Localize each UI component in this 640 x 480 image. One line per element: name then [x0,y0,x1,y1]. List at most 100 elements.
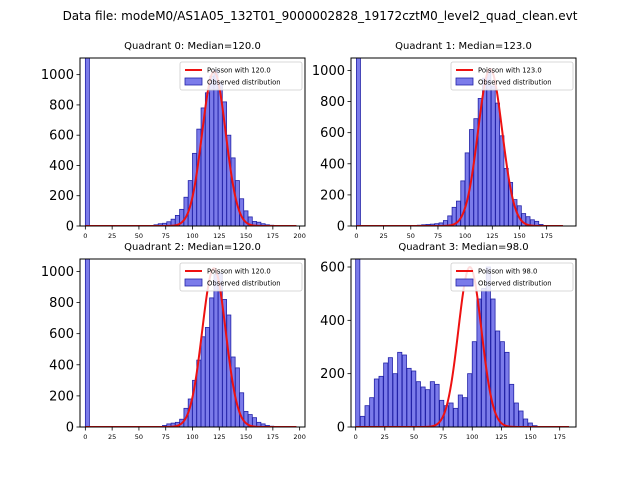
histogram-bar [204,327,210,427]
histogram-bar [209,297,215,427]
histogram-bar [462,397,468,427]
quadrant-3-panel: Quadrant 3: Median=98.0 0 25 50 75 100 125 150 1… [320,242,577,441]
histogram-bar [523,418,529,427]
legend-label-observed: Observed distribution [478,79,552,87]
histogram-bar [448,402,454,427]
y-tick-label: 1000 [41,68,74,83]
histogram-bar [467,373,473,427]
x-tick-label: 125 [213,433,225,441]
histogram-bar [490,298,496,427]
axes-frame [350,258,577,428]
histogram-bar [84,259,90,427]
y-tick-label: 800 [49,98,74,113]
histogram-bar [369,397,375,427]
x-tick-label: 125 [486,232,498,240]
y-tick-label: 200 [49,389,74,404]
legend: Poisson with 120.0 Observed distribution [179,61,303,91]
histogram-bar [425,389,431,427]
y-tick-label: 200 [320,367,345,382]
histogram-bar [429,381,435,427]
y-tick-label: 600 [320,126,345,141]
x-tick-label: 175 [553,433,565,441]
histogram-bar [499,135,505,226]
legend: Poisson with 98.0 Observed distribution [450,262,574,292]
panels: Quadrant 0: Median=120.0 0 25 50 75 100 125 150… [41,41,577,441]
histogram-bar [239,392,245,427]
histogram-bar [471,341,477,427]
histogram-bar [495,102,500,226]
x-tick-label: 150 [524,433,536,441]
legend: Poisson with 123.0 Observed distribution [450,61,574,91]
y-tick-label: 0 [337,421,345,436]
x-tick-label: 50 [410,433,418,441]
y-tick-label: 400 [320,314,345,329]
legend-bar-swatch [184,278,203,287]
histogram-bar [457,394,463,427]
histogram-bar [406,367,412,427]
histogram-bar [513,402,519,427]
histogram-bar [359,415,365,427]
histogram-bar [504,351,510,427]
x-tick-label: 175 [540,232,552,240]
x-tick-label: 150 [513,232,525,240]
histogram-bar [490,85,496,226]
histogram-bar [460,180,466,226]
x-tick-label: 125 [495,433,507,441]
x-tick-label: 75 [162,433,170,441]
histogram-bar [383,362,389,427]
legend-label-poisson: Poisson with 123.0 [478,67,542,75]
y-tick-label: 400 [49,358,74,373]
plot-area [356,58,563,226]
y-tick-label: 0 [66,220,74,235]
x-tick-label: 0 [83,232,87,240]
x-tick-label: 100 [186,232,198,240]
histogram-bar [213,69,219,226]
x-tick-label: 25 [381,433,389,441]
x-tick-label: 0 [354,232,358,240]
x-tick-label: 50 [407,232,415,240]
histogram-bar [495,330,501,427]
legend-box [179,262,303,292]
x-tick-label: 125 [213,232,225,240]
x-tick-label: 75 [439,433,447,441]
x-tick-label: 75 [434,232,442,240]
histogram-bar [499,341,505,427]
legend-label-poisson: Poisson with 120.0 [207,67,271,75]
y-tick-label: 1000 [41,265,74,280]
x-tick-label: 25 [108,232,116,240]
legend-label-poisson: Poisson with 120.0 [207,268,271,276]
x-tick-label: 0 [354,433,358,441]
y-tick-label: 1000 [312,64,345,79]
histogram-bar [397,351,403,427]
x-tick-label: 175 [267,433,279,441]
histogram-bar [392,373,398,427]
poisson-curve [355,265,570,427]
figure-suptitle: Data file: modeM0/AS1A05_132T01_90000028… [63,9,578,23]
x-tick-label: 50 [135,433,143,441]
y-tick-label: 200 [320,188,345,203]
y-tick-label: 0 [66,421,74,436]
histogram-bar [364,405,370,427]
x-tick-label: 175 [267,232,279,240]
histogram-bar [534,220,540,226]
legend-label-observed: Observed distribution [207,280,281,288]
histogram-bar [387,357,393,427]
x-tick-label: 100 [186,433,198,441]
x-tick-label: 25 [108,433,116,441]
histogram-bar [527,422,533,427]
histogram-bar [482,77,487,226]
legend-label-observed: Observed distribution [478,280,552,288]
histogram-bar [204,92,210,226]
y-tick-label: 0 [337,220,345,235]
legend-label-poisson: Poisson with 98.0 [478,268,537,276]
y-tick-label: 200 [49,189,74,204]
panel-title: Quadrant 1: Median=123.0 [395,41,532,52]
panel-title: Quadrant 3: Median=98.0 [398,242,528,253]
y-tick-label: 400 [320,157,345,172]
y-tick-label: 800 [320,95,345,110]
histogram-bar [355,259,361,427]
histogram-bar [213,274,219,427]
histogram-bar [356,58,361,226]
panel-title: Quadrant 2: Median=120.0 [124,242,261,253]
